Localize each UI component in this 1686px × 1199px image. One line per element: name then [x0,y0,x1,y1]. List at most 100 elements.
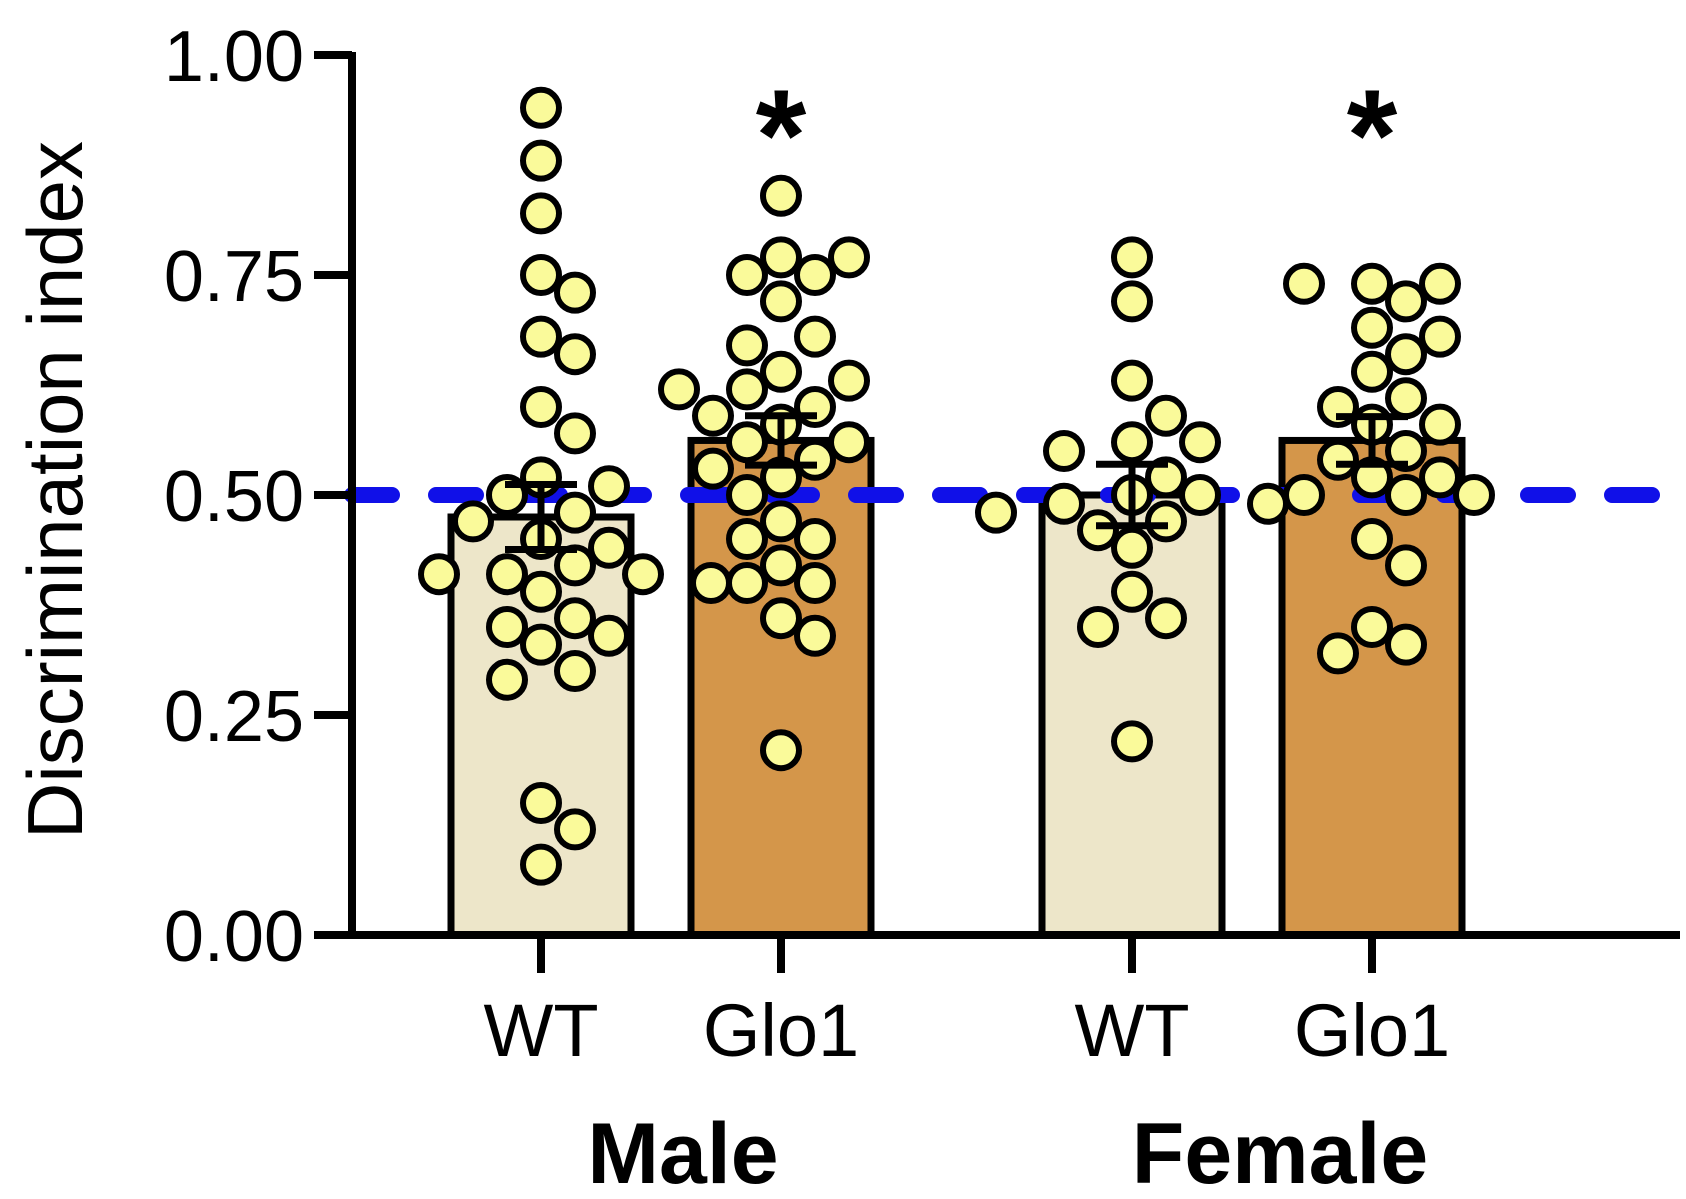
data-point [794,386,836,428]
data-point [1283,474,1325,516]
data-point [520,254,562,296]
data-point [554,491,596,534]
data-point [1351,262,1393,305]
data-point [1145,394,1187,437]
data-point [1317,438,1359,481]
data-point [726,518,768,560]
data-point [658,368,700,411]
data-point [760,174,802,217]
data-point [1077,509,1119,552]
data-point [554,271,596,314]
data-point [794,315,836,358]
y-tick-label: 0.00 [164,897,304,977]
data-point [760,597,802,640]
data-point [1111,526,1153,569]
data-point [520,782,562,824]
data-point [588,614,630,657]
data-point [1351,350,1393,393]
data-point [1145,500,1187,543]
points-layer [418,86,1495,886]
data-point [1145,456,1187,499]
data-point [452,500,494,543]
data-point [726,254,768,296]
data-point [794,438,836,481]
data-point [692,447,734,490]
data-point [554,808,596,851]
data-point [520,315,562,358]
data-point [794,254,836,296]
data-point [726,324,768,367]
data-point [760,350,802,393]
data-point [1145,597,1187,640]
x-category-label: Glo1 [1294,989,1450,1072]
y-tick-label: 0.50 [164,457,304,537]
significance-marker: * [1347,62,1398,208]
data-point [520,139,562,182]
data-point [588,465,630,508]
data-point [1385,474,1427,516]
data-point [1043,482,1085,525]
data-point [1111,280,1153,323]
data-point [1453,474,1495,516]
data-point [760,544,802,587]
data-point [1111,236,1153,279]
data-point [588,526,630,569]
data-point [1419,315,1461,358]
y-tick-label: 0.75 [164,237,304,317]
data-point [1385,333,1427,376]
data-point [760,729,802,772]
data-point [794,614,836,657]
data-point [520,623,562,666]
data-point [726,562,768,604]
data-point [1351,606,1393,648]
data-point [554,412,596,455]
data-point [828,359,870,402]
significance-marker: * [756,62,807,208]
data-point [1351,518,1393,560]
data-point [1111,421,1153,464]
bar-female-glo1 [1278,436,1466,939]
error-bars-layer [505,412,1408,554]
data-point [1247,482,1289,525]
data-point [690,562,732,604]
data-point [726,421,768,464]
data-point [1419,262,1461,305]
data-point [828,421,870,464]
x-category-label: Glo1 [703,989,859,1072]
data-point [1283,262,1325,305]
data-point [1111,720,1153,763]
data-point [520,86,562,129]
data-point [1077,606,1119,648]
data-point [1385,430,1427,472]
data-point [1351,306,1393,349]
data-point [760,500,802,543]
data-point [1179,421,1221,464]
axes-layer [314,51,1680,973]
data-point [975,491,1017,534]
group-label-male: Male [587,1106,778,1199]
data-point [1179,474,1221,516]
x-category-label: WT [1074,989,1189,1072]
data-point [486,606,528,648]
data-point [520,386,562,428]
data-point [1385,377,1427,420]
data-point [1317,632,1359,675]
data-point [1385,280,1427,323]
data-point [1043,430,1085,472]
data-point [1111,570,1153,613]
data-point [520,570,562,613]
data-point [760,236,802,279]
data-point [726,368,768,411]
data-point [1111,359,1153,402]
group-label-female: Female [1132,1106,1428,1199]
labels-layer: 0.00 0.25 0.50 0.75 1.00 WT Glo1 Male WT Glo1 Fema… [164,17,1450,1199]
data-point [1419,456,1461,499]
data-point [794,562,836,604]
data-point [828,236,870,279]
x-category-label: WT [483,989,598,1072]
data-point [794,518,836,560]
data-point [554,333,596,376]
y-tick-label: 1.00 [164,17,304,97]
y-tick-label: 0.25 [164,677,304,757]
